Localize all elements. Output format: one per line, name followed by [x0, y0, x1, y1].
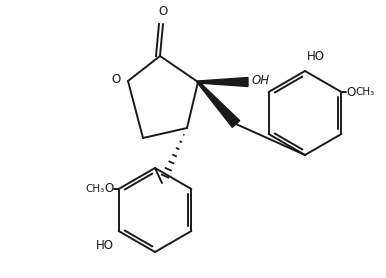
Text: O: O — [112, 73, 121, 86]
Text: O: O — [346, 86, 356, 98]
Polygon shape — [197, 81, 240, 127]
Polygon shape — [198, 78, 248, 86]
Text: HO: HO — [307, 50, 325, 63]
Text: HO: HO — [96, 239, 113, 252]
Text: OH: OH — [252, 73, 270, 86]
Text: CH₃: CH₃ — [85, 184, 105, 194]
Text: CH₃: CH₃ — [356, 87, 375, 97]
Text: O: O — [104, 182, 113, 195]
Text: O: O — [158, 5, 168, 18]
